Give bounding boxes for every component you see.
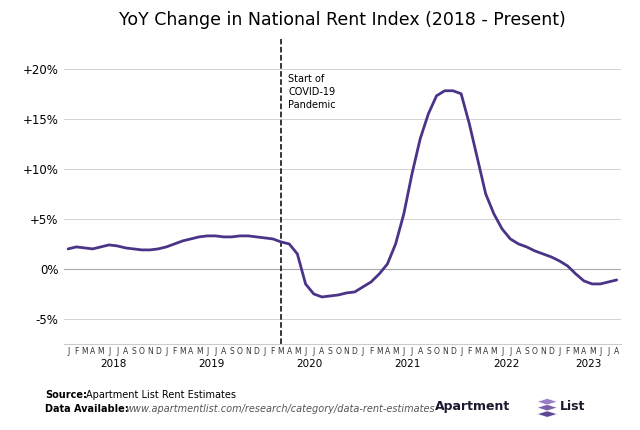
Text: 2019: 2019 — [198, 359, 225, 369]
Polygon shape — [537, 411, 557, 417]
Text: www.apartmentlist.com/research/category/data-rent-estimates: www.apartmentlist.com/research/category/… — [125, 404, 435, 414]
Text: Source:: Source: — [45, 390, 87, 400]
Text: Start of
COVID-19
Pandemic: Start of COVID-19 Pandemic — [289, 74, 336, 110]
Polygon shape — [537, 404, 557, 411]
Text: 2021: 2021 — [395, 359, 421, 369]
Text: Data Available:: Data Available: — [45, 404, 129, 414]
Text: List: List — [560, 400, 586, 413]
Title: YoY Change in National Rent Index (2018 - Present): YoY Change in National Rent Index (2018 … — [119, 11, 566, 29]
Text: Apartment: Apartment — [435, 400, 511, 413]
Text: 2022: 2022 — [493, 359, 519, 369]
Text: 2018: 2018 — [100, 359, 126, 369]
Text: 2023: 2023 — [575, 359, 601, 369]
Text: Apartment List Rent Estimates: Apartment List Rent Estimates — [86, 390, 236, 400]
Polygon shape — [537, 399, 557, 405]
Text: 2020: 2020 — [296, 359, 323, 369]
